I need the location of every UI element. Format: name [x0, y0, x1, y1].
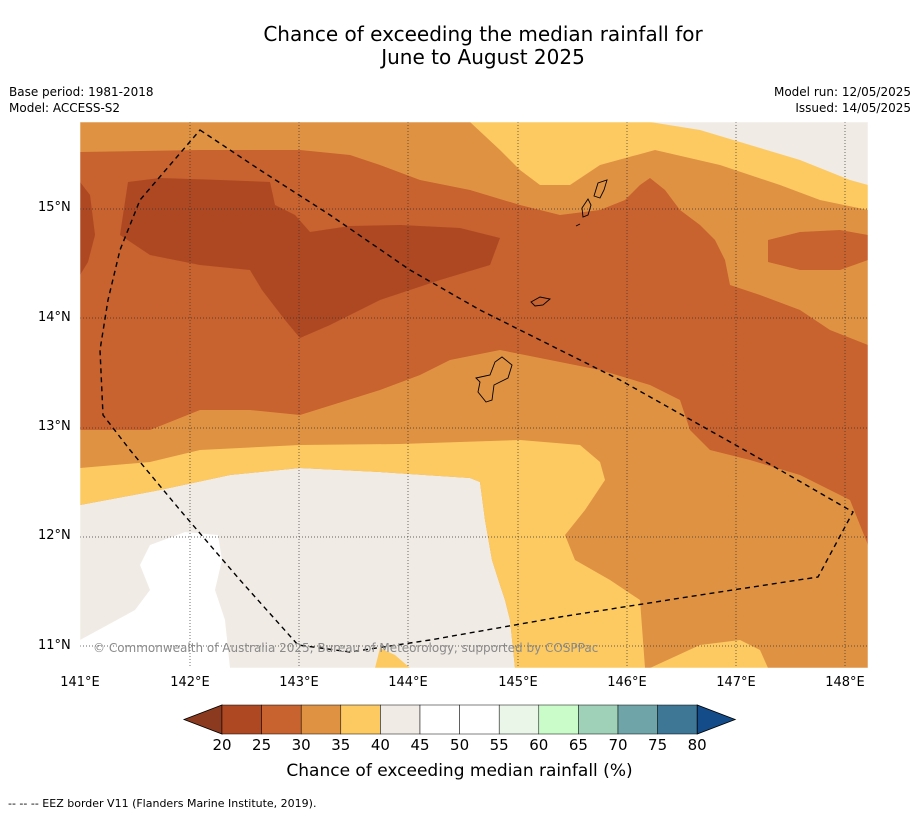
lon-label-144e: 144°E — [388, 675, 428, 690]
colorbar-tick-label: 80 — [687, 736, 707, 754]
colorbar-swatch — [340, 704, 381, 735]
meta-right: Model run: 12/05/2025 Issued: 14/05/2025 — [774, 84, 911, 116]
map-gridlines — [80, 122, 868, 668]
region-35-40-south-small — [375, 648, 410, 668]
colorbar-swatch — [221, 704, 262, 735]
region-40-45-south-small — [300, 650, 375, 668]
issued-text: Issued: 14/05/2025 — [795, 101, 911, 115]
model-text: Model: ACCESS-S2 — [9, 101, 121, 115]
island-rota — [530, 296, 551, 307]
island-guam — [475, 356, 513, 403]
colorbar-tick-label: 50 — [450, 736, 470, 754]
eez-legend-note: -- -- -- EEZ border V11 (Flanders Marine… — [8, 797, 317, 810]
colorbar-tick-label: 55 — [489, 736, 509, 754]
colorbar-swatch — [657, 704, 698, 735]
base-period-text: Base period: 1981-2018 — [9, 85, 154, 99]
lat-label-14n: 14°N — [38, 310, 71, 325]
colorbar-swatch — [617, 704, 658, 735]
lat-label-15n: 15°N — [38, 200, 71, 215]
map-fill-layers — [80, 122, 868, 668]
copyright-text: © Commonwealth of Australia 2025, Bureau… — [93, 641, 599, 655]
map-title-line-1: Chance of exceeding the median rainfall … — [263, 22, 703, 46]
colorbar-swatch — [261, 704, 302, 735]
region-35-40-south — [80, 440, 645, 668]
lon-label-143e: 143°E — [279, 675, 319, 690]
lat-label-12n: 12°N — [38, 528, 71, 543]
lon-label-148e: 148°E — [825, 675, 865, 690]
colorbar-tick-label: 30 — [291, 736, 311, 754]
island-outlines — [475, 179, 608, 403]
lon-label-141e: 141°E — [60, 675, 100, 690]
region-20-25-west — [80, 182, 95, 275]
colorbar-tick-label: 70 — [608, 736, 628, 754]
lon-label-145e: 145°E — [498, 675, 538, 690]
map-frame — [79, 121, 869, 669]
lat-label-11n: 11°N — [38, 638, 71, 653]
meta-left: Base period: 1981-2018 Model: ACCESS-S2 — [9, 84, 154, 116]
colorbar — [182, 704, 737, 735]
lat-label-13n: 13°N — [38, 419, 71, 434]
model-run-text: Model run: 12/05/2025 — [773, 85, 911, 99]
colorbar-tick-label: 60 — [529, 736, 549, 754]
colorbar-tick-label: 40 — [370, 736, 390, 754]
colorbar-tick-label: 25 — [252, 736, 272, 754]
lon-label-147e: 147°E — [716, 675, 756, 690]
region-40-45-northeast — [650, 122, 868, 185]
colorbar-swatch — [419, 704, 460, 735]
lon-label-142e: 142°E — [170, 675, 210, 690]
colorbar-tick-label: 35 — [331, 736, 351, 754]
colorbar-swatch — [459, 704, 500, 735]
map-title-line-2: June to August 2025 — [381, 45, 585, 69]
region-20-25 — [120, 178, 500, 338]
colorbar-tick-label: 45 — [410, 736, 430, 754]
colorbar-tick-label: 75 — [648, 736, 668, 754]
island-saipan — [593, 179, 608, 199]
colorbar-swatch — [578, 704, 619, 735]
colorbar-tick-label: 20 — [212, 736, 232, 754]
island-tinian — [581, 198, 592, 218]
colorbar-arrow-high — [696, 704, 737, 735]
colorbar-title: Chance of exceeding median rainfall (%) — [286, 761, 633, 781]
colorbar-swatch — [380, 704, 421, 735]
region-25-30-east — [768, 230, 868, 270]
colorbar-swatch — [538, 704, 579, 735]
island-aguijan — [575, 223, 581, 227]
colorbar-swatch — [300, 704, 342, 735]
eez-border — [99, 129, 854, 653]
colorbar-swatch — [498, 704, 540, 735]
colorbar-tick-label: 65 — [568, 736, 588, 754]
region-35-40-southeast — [650, 640, 768, 668]
region-45-55-south — [80, 532, 230, 668]
lon-label-146e: 146°E — [607, 675, 647, 690]
colorbar-arrow-low — [182, 704, 223, 735]
